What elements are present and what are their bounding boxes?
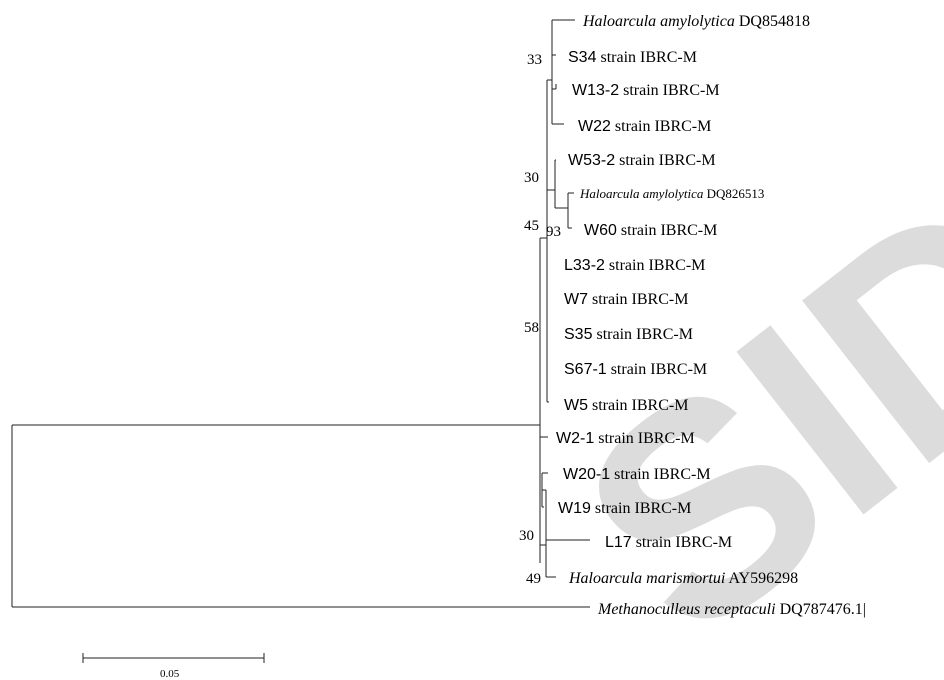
node-49 [545, 539, 590, 563]
leaf-label: Haloarcula amylolytica DQ854818 [582, 13, 810, 30]
leaf-label: L17 strain IBRC-M [605, 534, 732, 551]
node-30a [547, 160, 556, 208]
leaf-label: S34 strain IBRC-M [568, 49, 697, 66]
leaf-labels: Haloarcula amylolytica DQ854818 S34 stra… [556, 13, 866, 618]
scale-bar-line [82, 653, 265, 663]
bootstrap-value: 30 [519, 528, 534, 544]
node-93 [555, 193, 569, 228]
node-w20-w19 [541, 473, 546, 507]
leaf-label: W22 strain IBRC-M [578, 118, 711, 135]
scale-bar-label: 0.05 [160, 668, 180, 680]
leaf-label: W19 strain IBRC-M [558, 500, 691, 517]
leaf-label: W2-1 strain IBRC-M [556, 430, 695, 447]
tree-branches [11, 19, 590, 608]
branch-leaf-3 [552, 84, 557, 90]
node-30b [540, 490, 547, 563]
bootstrap-values: 33 30 93 45 58 30 49 [519, 52, 561, 587]
leaf-label: L33-2 strain IBRC-M [564, 257, 705, 274]
leaf-label: W7 strain IBRC-M [564, 291, 688, 308]
leaf-label: Haloarcula amylolytica DQ826513 [579, 186, 764, 201]
branch-leaf-17 [545, 563, 556, 578]
leaf-label: Haloarcula marismortui AY596298 [568, 570, 798, 587]
node-33 [547, 20, 553, 124]
leaf-label: S35 strain IBRC-M [564, 326, 693, 343]
leaf-label: W60 strain IBRC-M [584, 222, 717, 239]
bootstrap-value: 30 [524, 170, 539, 186]
leaf-label: W20-1 strain IBRC-M [563, 466, 711, 483]
leaf-label: Methanoculleus receptaculi DQ787476.1| [597, 601, 866, 618]
node-45 [540, 80, 548, 402]
bootstrap-value: 33 [527, 52, 542, 68]
leaf-label: W13-2 strain IBRC-M [572, 82, 720, 99]
bootstrap-value: 45 [524, 218, 539, 234]
bootstrap-value: 49 [526, 571, 541, 587]
branch-leaf-4 [551, 118, 564, 125]
leaf-label: W53-2 strain IBRC-M [568, 152, 716, 169]
bootstrap-value: 58 [524, 320, 539, 336]
bootstrap-value: 93 [546, 224, 561, 240]
leaf-label: S67-1 strain IBRC-M [564, 361, 707, 378]
scale-bar: 0.05 [82, 653, 265, 680]
leaf-label: W5 strain IBRC-M [564, 397, 688, 414]
